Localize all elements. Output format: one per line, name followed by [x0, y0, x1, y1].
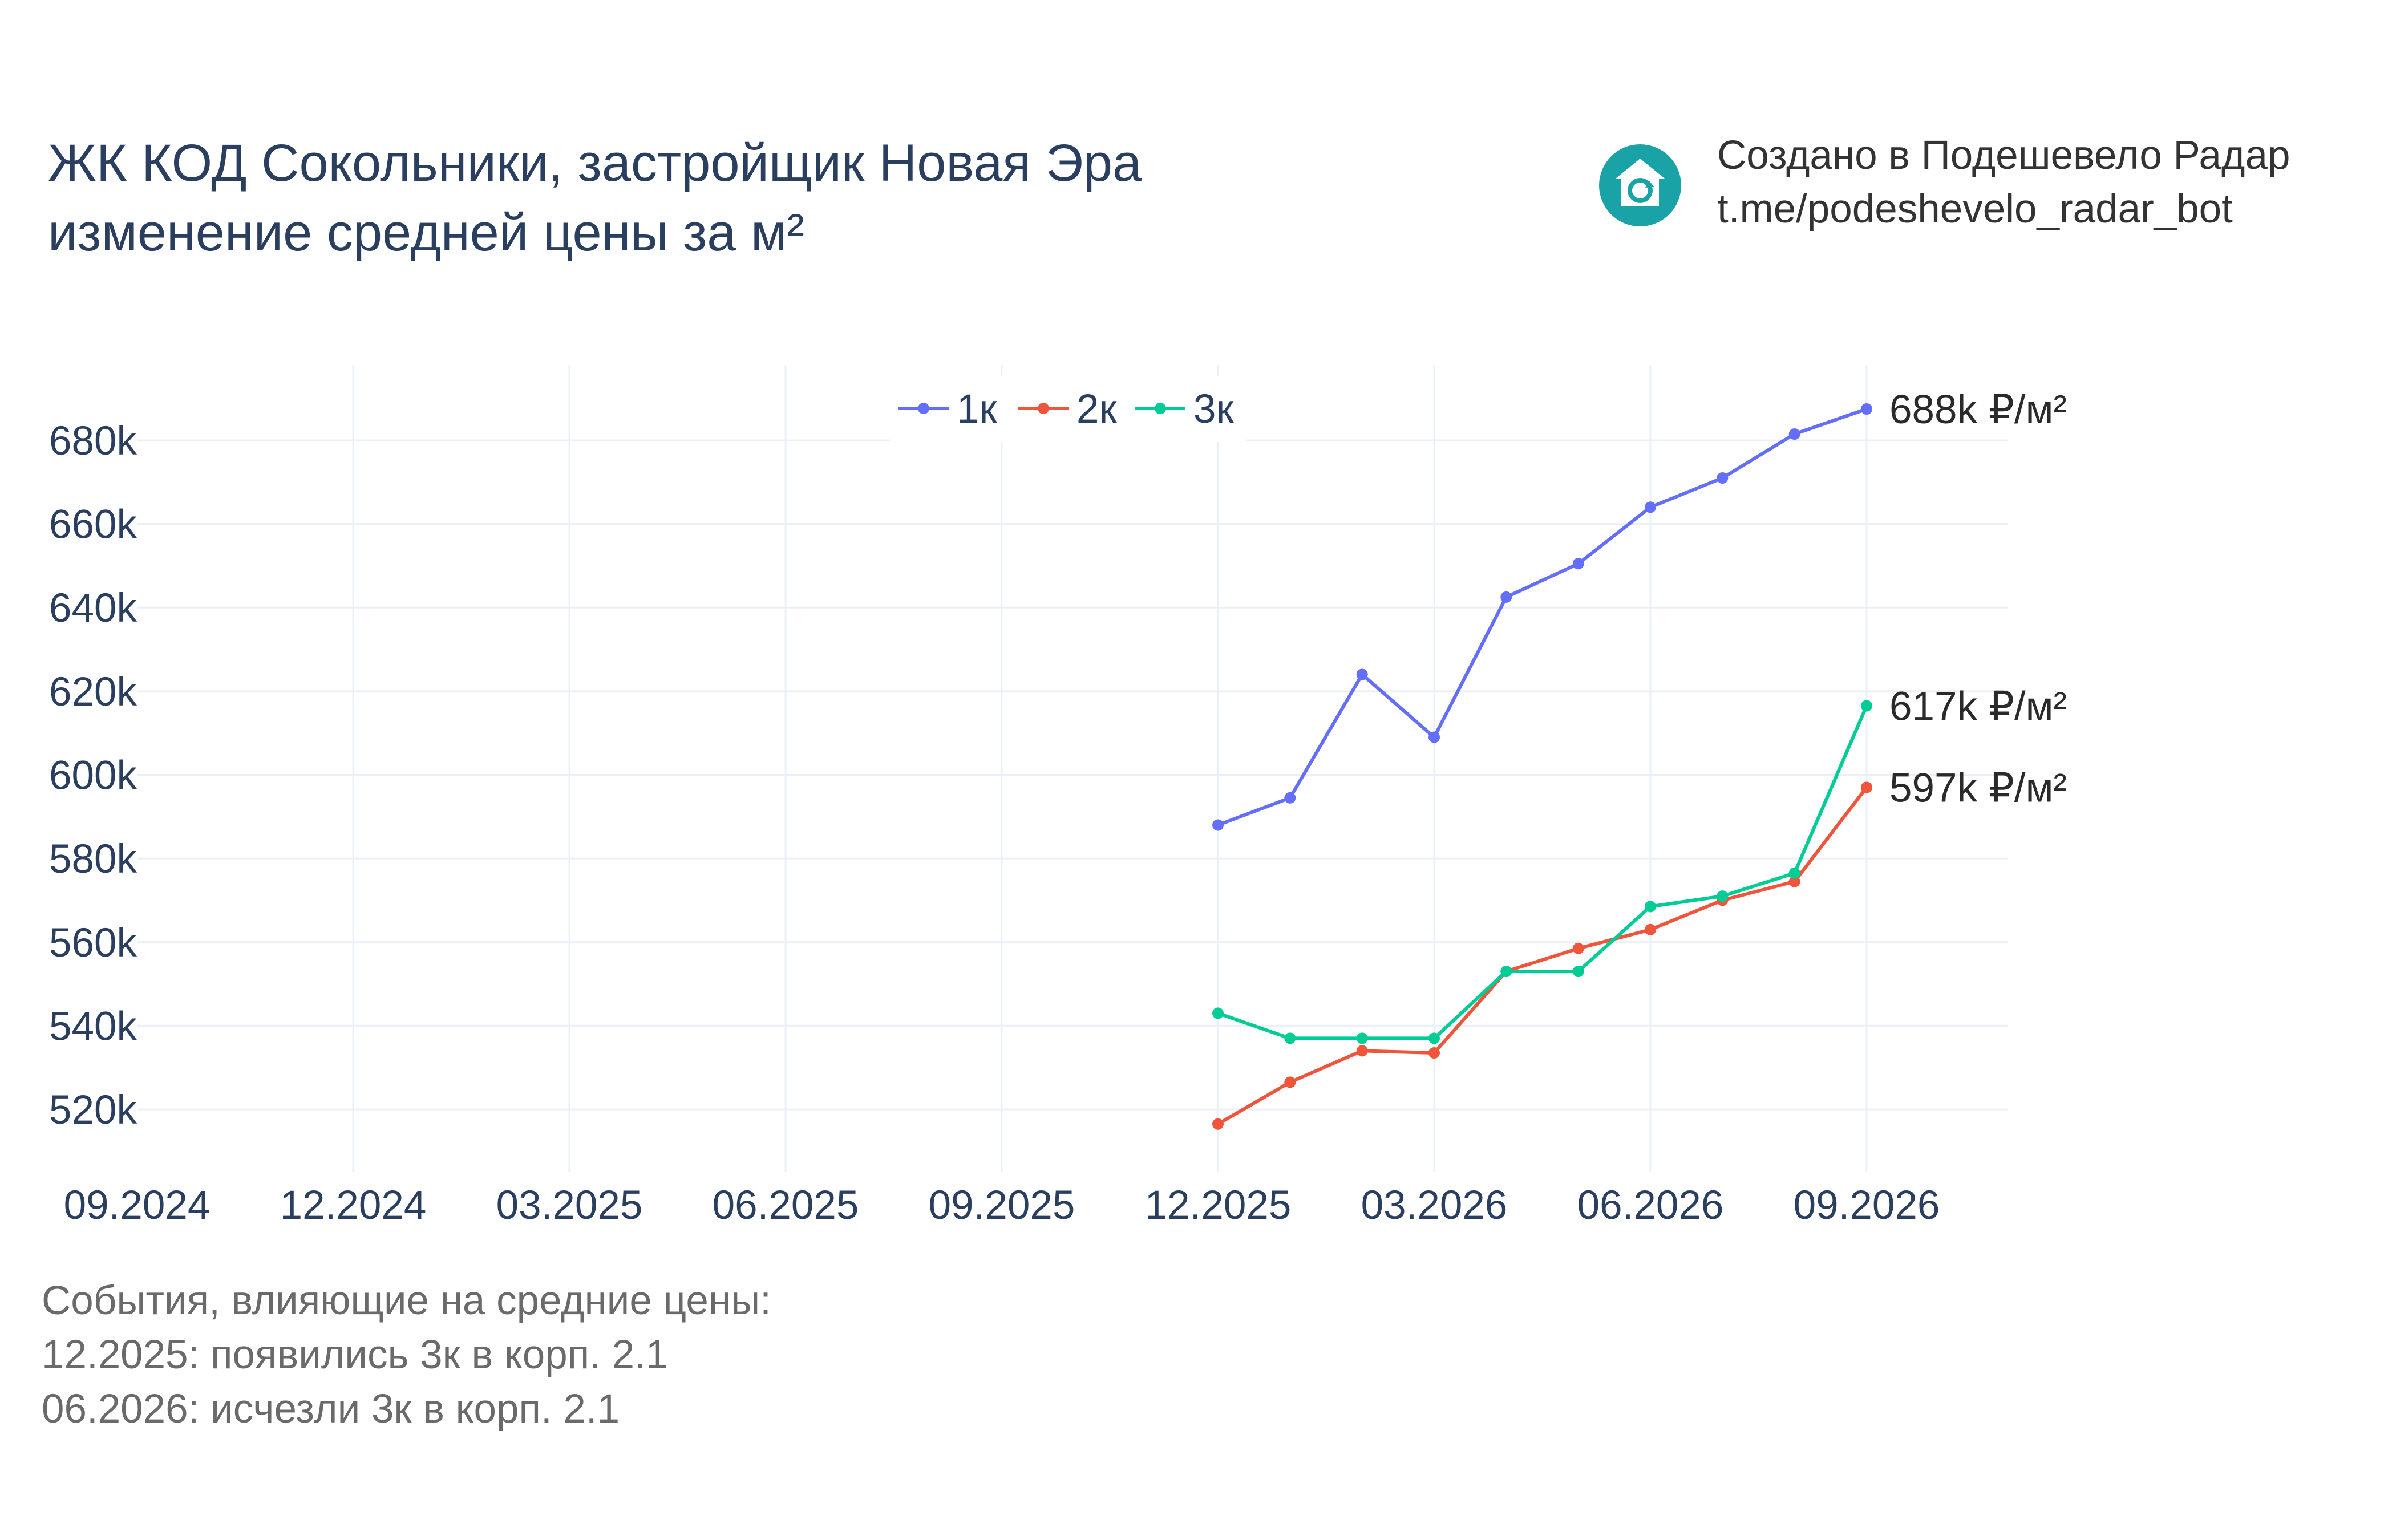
x-tick-label: 03.2026 [1361, 1183, 1508, 1228]
series-3к [1212, 700, 1872, 1044]
data-point[interactable] [1428, 731, 1440, 743]
series-1к [1212, 403, 1872, 831]
end-labels: 688k ₽/м² 597k ₽/м² 617k ₽/м² [1889, 387, 2067, 811]
data-point[interactable] [1788, 428, 1800, 440]
grid [137, 365, 2008, 1172]
y-tick-label: 640k [49, 586, 137, 631]
x-tick-label: 09.2024 [64, 1183, 211, 1228]
data-point[interactable] [1212, 1007, 1224, 1019]
series-line [1217, 407, 1867, 827]
data-point[interactable] [1788, 876, 1800, 887]
data-point[interactable] [1212, 1118, 1224, 1130]
legend-item-1к[interactable]: 1к [898, 387, 997, 432]
series-line [1217, 786, 1868, 1126]
series-line [1217, 705, 1868, 1040]
brand-line-1: Создано в Подешевело Радар [1717, 133, 2290, 178]
brand-block[interactable]: Создано в Подешевело Радар t.me/podeshev… [1597, 133, 2385, 257]
title-line-2: изменение средней цены за м² [48, 204, 804, 262]
data-point[interactable] [1428, 1032, 1440, 1044]
title-line-1: ЖК КОД Сокольники, застройщик Новая Эра [48, 134, 1142, 192]
series-2к [1212, 781, 1872, 1130]
house-refresh-icon [1599, 144, 1681, 226]
x-tick-label: 03.2025 [496, 1183, 643, 1228]
end-value-label: 688k ₽/м² [1889, 387, 2067, 432]
legend-marker [1155, 403, 1166, 414]
x-tick-label: 06.2025 [713, 1183, 859, 1228]
data-point[interactable] [1861, 781, 1872, 793]
end-value-label: 597k ₽/м² [1889, 765, 2067, 810]
data-point[interactable] [1428, 1047, 1440, 1059]
axes: 09.2024 12.2024 03.2025 06.2025 09.2025 12.20… [49, 419, 1940, 1228]
end-value-label: 617k ₽/м² [1889, 684, 2067, 730]
x-tick-label: 12.2024 [280, 1183, 427, 1228]
notes-header: События, влияющие на средние цены: [42, 1278, 771, 1323]
legend-item-3к[interactable]: 3к [1135, 387, 1234, 432]
series-lines [1212, 403, 1872, 1130]
note-item: 06.2026: исчезли 3к в корп. 2.1 [42, 1387, 620, 1432]
legend-item-2к[interactable]: 2к [1018, 387, 1117, 432]
legend-label: 3к [1193, 387, 1234, 432]
events-notes: События, влияющие на средние цены: 12.20… [42, 1274, 771, 1436]
y-tick-label: 540k [49, 1004, 137, 1049]
y-tick-label: 560k [49, 921, 137, 966]
y-tick-label: 520k [49, 1088, 137, 1133]
y-tick-label: 580k [49, 837, 137, 882]
data-point[interactable] [1572, 942, 1584, 954]
x-tick-label: 09.2026 [1794, 1183, 1940, 1228]
data-point[interactable] [1717, 890, 1729, 902]
data-point[interactable] [1788, 867, 1800, 879]
legend-label: 2к [1076, 387, 1117, 432]
data-point[interactable] [1500, 591, 1512, 603]
data-point[interactable] [1861, 700, 1872, 712]
data-point[interactable] [1356, 1045, 1368, 1057]
data-point[interactable] [1356, 668, 1368, 680]
x-tick-label: 12.2025 [1145, 1183, 1292, 1228]
legend-marker [918, 403, 929, 414]
data-point[interactable] [1284, 792, 1296, 804]
legend-label: 1к [957, 387, 997, 432]
data-point[interactable] [1284, 1032, 1296, 1044]
brand-text: Создано в Подешевело Радар t.me/podeshev… [1717, 129, 2290, 236]
data-point[interactable] [1356, 1032, 1368, 1044]
y-tick-label: 600k [49, 753, 137, 798]
y-tick-label: 620k [49, 670, 137, 715]
x-tick-label: 09.2025 [929, 1183, 1075, 1228]
data-point[interactable] [1572, 558, 1584, 570]
chart-title: ЖК КОД Сокольники, застройщик Новая Эра … [48, 128, 1142, 268]
y-tick-label: 680k [49, 419, 137, 464]
legend-marker [1038, 403, 1049, 414]
data-point[interactable] [1500, 966, 1512, 978]
legend[interactable]: 1к 2к 3к [890, 376, 1246, 442]
brand-link[interactable]: t.me/podeshevelo_radar_bot [1717, 187, 2233, 232]
data-point[interactable] [1645, 901, 1656, 913]
y-tick-label: 660k [49, 502, 137, 548]
data-point[interactable] [1645, 501, 1656, 513]
data-point[interactable] [1717, 472, 1729, 484]
x-tick-label: 06.2026 [1577, 1183, 1724, 1228]
data-point[interactable] [1572, 966, 1584, 978]
data-point[interactable] [1212, 819, 1224, 831]
note-item: 12.2025: появились 3к в корп. 2.1 [42, 1332, 669, 1377]
data-point[interactable] [1645, 923, 1656, 935]
data-point[interactable] [1861, 403, 1872, 415]
data-point[interactable] [1284, 1076, 1296, 1088]
